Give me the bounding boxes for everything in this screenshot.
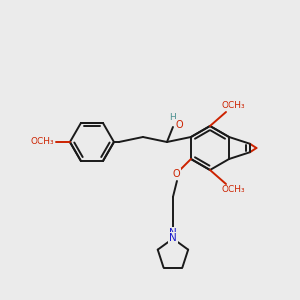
Text: O: O [172, 169, 180, 179]
Text: H: H [169, 112, 176, 122]
Text: OCH₃: OCH₃ [30, 137, 54, 146]
Text: N: N [169, 232, 177, 243]
Text: O: O [175, 120, 183, 130]
Text: OCH₃: OCH₃ [221, 185, 245, 194]
Text: OCH₃: OCH₃ [221, 101, 245, 110]
Text: N: N [169, 228, 177, 238]
